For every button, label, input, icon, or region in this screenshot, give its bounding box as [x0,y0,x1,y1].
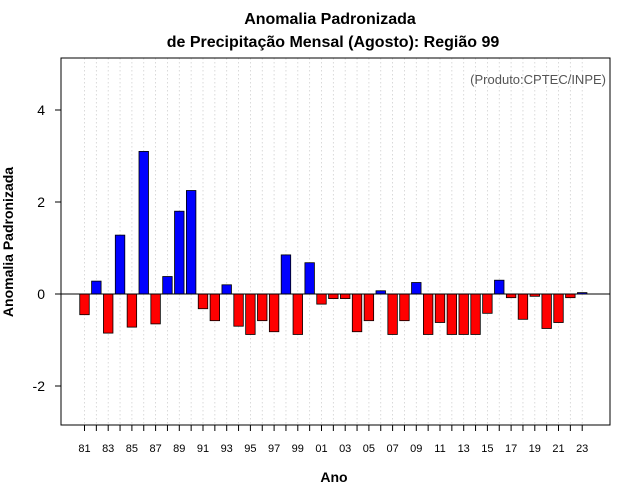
x-axis: 81 83 85 87 89 91 93 95 97 99 01 03 05 07 09 11 13 15 17 19… [78,425,588,455]
bar-1994 [233,293,244,327]
x-tick-label: 87 [149,443,161,455]
x-tick-label: 09 [410,443,422,455]
x-tick-label: 23 [576,443,588,455]
bar-1983 [103,293,114,334]
y-axis-label: Anomalia Padronizada [0,167,16,317]
x-tick-label: 07 [386,443,398,455]
bar-2016 [494,279,505,295]
bar-2008 [399,293,410,322]
x-tick-label: 15 [481,443,493,455]
bar-2022 [565,293,576,299]
bar-2014 [470,293,481,335]
bar-1989 [174,210,185,295]
y-tick-label: 0 [37,286,45,302]
chart-title-line1: Anomalia Padronizada [244,11,416,28]
bar-1985 [126,293,138,328]
bar-1984 [114,234,126,295]
x-tick-label: 11 [434,443,445,455]
bar-1982 [91,280,102,295]
y-tick-label: -2 [33,378,46,394]
bar-1990 [185,190,197,295]
x-tick-label: 05 [363,443,375,455]
bar-2005 [363,293,375,322]
bar-2021 [553,293,564,323]
x-tick-label: 85 [126,443,138,455]
bar-1986 [138,150,149,295]
x-tick-label: 19 [529,443,541,455]
x-tick-label: 89 [173,443,185,455]
x-tick-label: 93 [221,443,233,455]
bar-2001 [316,293,327,305]
bar-2018 [517,293,529,320]
bar-1997 [268,293,280,333]
x-tick-label: 83 [102,443,114,455]
bar-2004 [351,293,363,333]
y-tick-label: 4 [37,102,45,118]
bar-1996 [257,293,268,322]
bar-1995 [245,293,256,335]
source-annotation: (Produto:CPTEC/INPE) [470,72,606,87]
x-axis-label: Ano [320,469,347,485]
bar-2013 [458,293,469,335]
bars [79,150,588,335]
y-tick-label: 2 [37,194,45,210]
x-tick-label: 13 [458,443,470,455]
x-tick-label: 21 [552,443,564,455]
bar-1981 [79,293,90,316]
bar-2003 [340,293,351,299]
bar-1991 [197,293,209,310]
chart-title-line2: de Precipitação Mensal (Agosto): Região … [167,34,500,51]
plot-frame [60,57,611,426]
bar-2020 [541,293,552,329]
bar-2011 [434,293,446,323]
bar-1987 [150,293,161,325]
x-tick-label: 17 [505,443,517,455]
x-tick-label: 81 [78,443,90,455]
bar-2015 [482,293,493,314]
y-axis: -2 0 2 4 [33,102,61,394]
bar-2000 [304,262,315,295]
gridlines [84,58,583,425]
bar-1992 [209,293,221,322]
bar-2010 [422,293,434,335]
bar-1999 [292,293,303,335]
x-tick-label: 03 [339,443,351,455]
x-tick-label: 99 [292,443,304,455]
bar-1998 [280,254,292,295]
bar-1988 [162,276,173,295]
bar-2007 [387,293,398,335]
x-tick-label: 97 [268,443,280,455]
x-tick-label: 95 [244,443,256,455]
x-tick-label: 01 [315,443,327,455]
bar-2009 [411,282,422,295]
bar-2002 [328,293,339,299]
bar-1993 [221,284,232,295]
bar-2017 [505,293,517,299]
bar-2012 [446,293,458,335]
x-tick-label: 91 [197,443,209,455]
